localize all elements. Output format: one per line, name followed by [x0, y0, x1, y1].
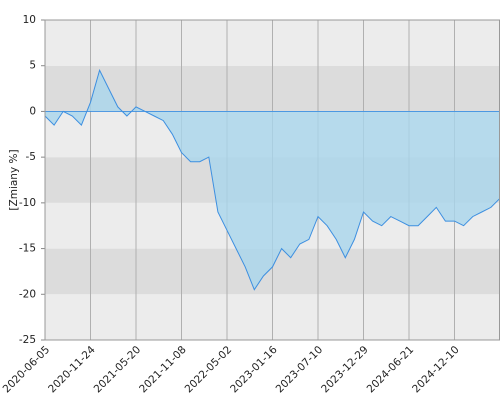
- y-tick-label: 5: [29, 60, 36, 72]
- y-tick-label: 10: [23, 14, 36, 26]
- x-tick-label: 2021-11-08: [137, 344, 189, 396]
- x-tick-label: 2020-11-24: [46, 344, 98, 396]
- y-tick-label: -20: [19, 288, 36, 300]
- x-tick-label: 2020-06-05: [1, 344, 53, 396]
- y-tick-label: -15: [19, 243, 36, 255]
- x-tick-label: 2024-06-21: [365, 344, 417, 396]
- x-tick-label: 2023-01-16: [228, 344, 280, 396]
- line: [44, 68, 500, 291]
- x-tick-label: 2023-07-10: [274, 344, 326, 396]
- x-tick-label: 2022-05-02: [183, 344, 235, 396]
- y-tick-label: -10: [19, 197, 36, 209]
- y-tick-label: -5: [26, 151, 36, 163]
- x-tick-label: 2023-12-29: [319, 344, 371, 396]
- x-tick-label: 2024-12-10: [410, 344, 462, 396]
- x-tick-label: 2021-05-20: [92, 344, 144, 396]
- y-tick-label: -25: [19, 334, 36, 346]
- y-axis-label: [Zmiany %]: [8, 149, 20, 210]
- area: [45, 70, 500, 290]
- y-tick-label: 0: [29, 105, 36, 117]
